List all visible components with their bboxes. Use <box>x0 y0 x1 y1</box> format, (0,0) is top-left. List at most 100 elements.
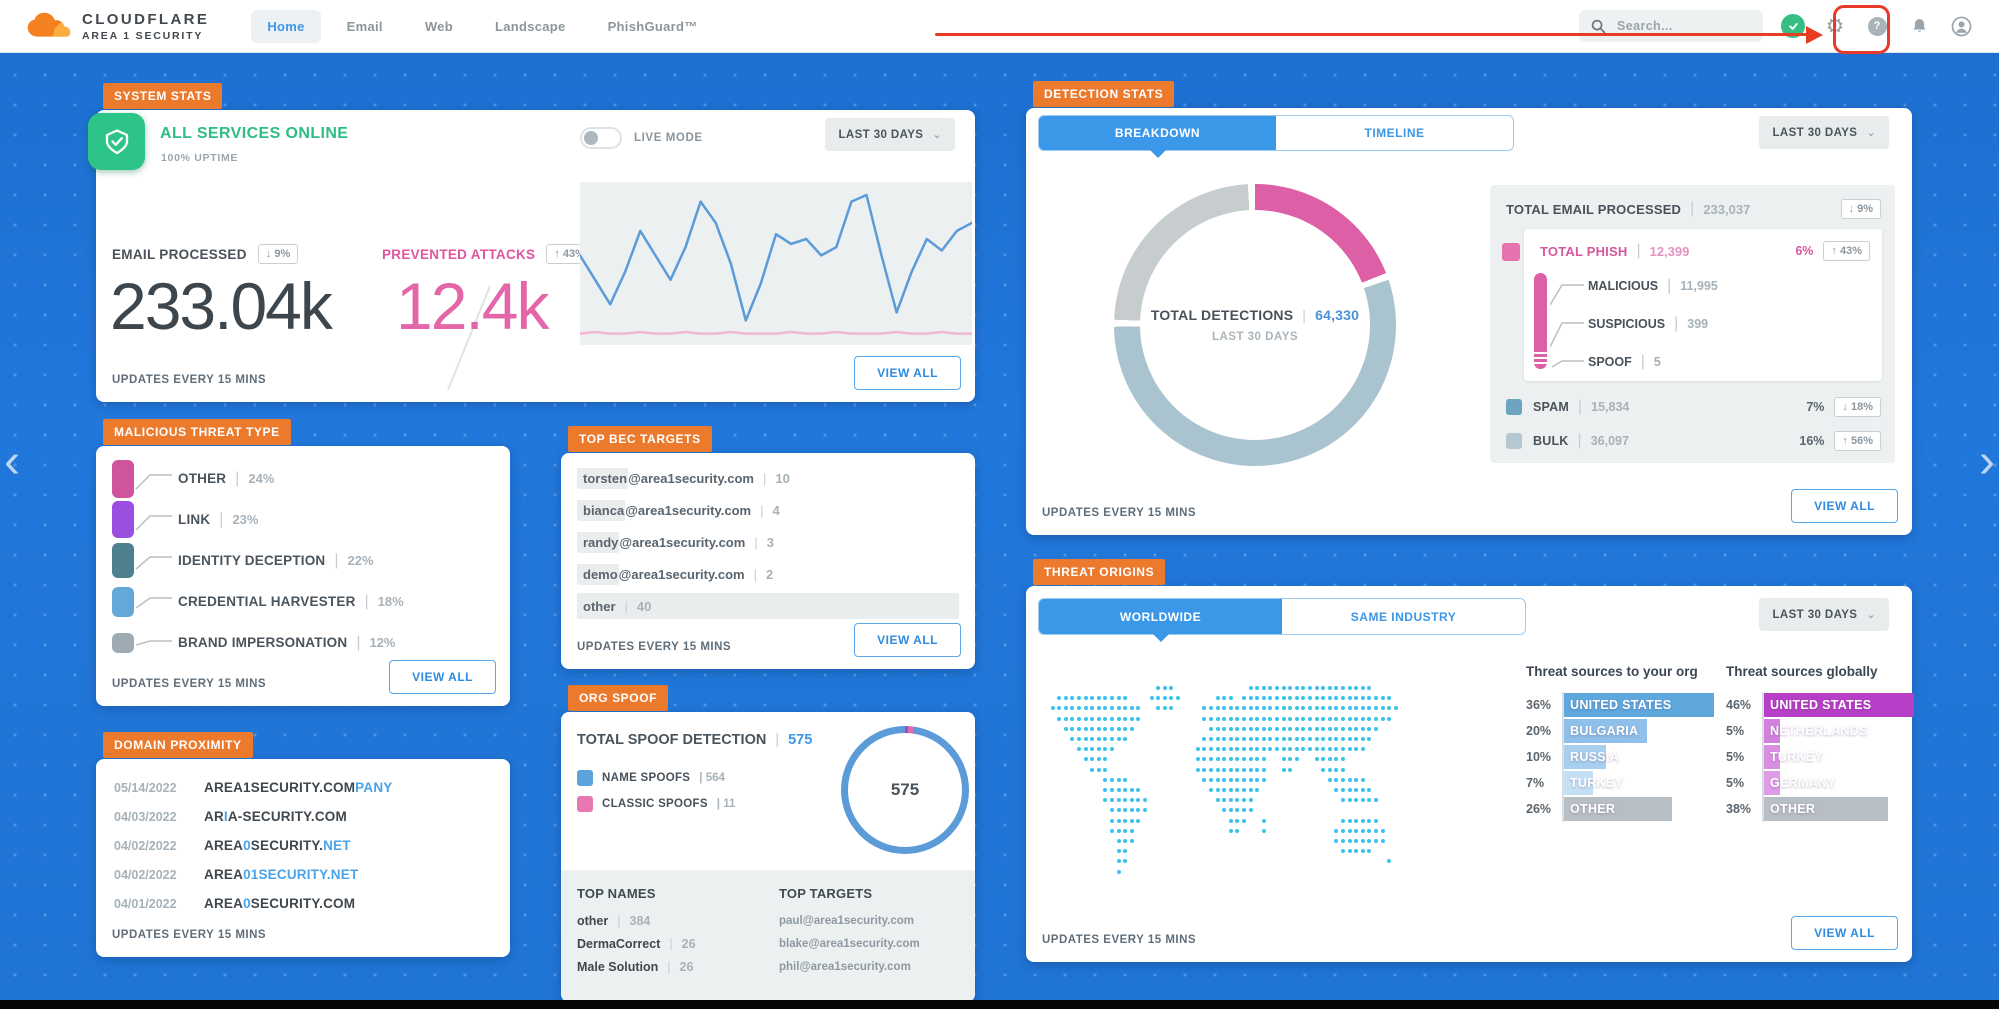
legend-row[interactable]: IDENTITY DECEPTION | 22% <box>112 540 404 581</box>
prevented-attacks-value: 12.4k <box>396 269 549 343</box>
country-bar-row[interactable]: 7% TURKEY <box>1526 770 1714 796</box>
view-all-button[interactable]: VIEW ALL <box>854 356 961 390</box>
legend-row: CLASSIC SPOOFS | 11 <box>577 796 735 812</box>
country-bar-row[interactable]: 5% GERMANY <box>1726 770 1914 796</box>
nav-item-home[interactable]: Home <box>251 9 321 43</box>
nav-item-landscape[interactable]: Landscape <box>494 18 566 34</box>
period-dropdown[interactable]: LAST 30 DAYS ⌄ <box>1759 116 1889 149</box>
bulk-row[interactable]: BULK | 36,097 16% ↑ 56% <box>1506 431 1881 451</box>
legend-label: OTHER <box>178 471 227 486</box>
legend-label: BRAND IMPERSONATION <box>178 635 348 650</box>
search-input[interactable] <box>1615 18 1743 34</box>
phish-bar-hash <box>1534 352 1547 365</box>
threat-origins-card: THREAT ORIGINS WORLDWIDE SAME INDUSTRY L… <box>1026 559 1914 962</box>
top-name-row[interactable]: other | 384 <box>577 913 651 928</box>
bec-target-row[interactable]: randy @area1security.com | 3 <box>577 529 959 555</box>
top-target-row[interactable]: phil@area1security.com <box>779 960 911 973</box>
domain-row[interactable]: 04/02/2022 AREA01SECURITY.NET <box>114 860 392 889</box>
legend-row: NAME SPOOFS | 564 <box>577 770 735 786</box>
domain-row[interactable]: 04/03/2022 ARIA-SECURITY.COM <box>114 802 392 831</box>
system-stats-card: SYSTEM STATS ALL SERVICES ONLINE 100% UP… <box>88 83 975 402</box>
country-bar-row[interactable]: 10% RUSSIA <box>1526 744 1714 770</box>
bec-count: 40 <box>636 598 652 614</box>
phish-sub-row[interactable]: MALICIOUS | 11,995 <box>1588 277 1718 294</box>
tab-breakdown[interactable]: BREAKDOWN <box>1039 116 1276 158</box>
spoof-detail-panel: TOP NAMES other | 384 DermaCorrect | 26 Male… <box>561 870 975 1002</box>
live-mode-toggle[interactable]: LIVE MODE <box>580 127 703 149</box>
country-bar-row[interactable]: 36% UNITED STATES <box>1526 692 1714 718</box>
carousel-next-button[interactable]: › <box>1979 435 1995 488</box>
domain-name: AREA1SECURITY.COMPANY <box>204 780 393 795</box>
email-processed-metric: EMAIL PROCESSED ↓ 9% <box>112 244 299 264</box>
detection-stats-card: DETECTION STATS BREAKDOWN TIMELINE LAST … <box>1026 81 1912 535</box>
period-dropdown[interactable]: LAST 30 DAYS ⌄ <box>1759 598 1889 631</box>
country-bar-row[interactable]: 26% OTHER <box>1526 796 1714 822</box>
tab-worldwide[interactable]: WORLDWIDE <box>1039 599 1282 642</box>
origins-tabs: WORLDWIDE SAME INDUSTRY <box>1038 598 1526 642</box>
nav-item-phishguard[interactable]: PhishGuard™ <box>607 18 698 34</box>
bec-target-row[interactable]: bianca @area1security.com | 4 <box>577 497 959 523</box>
legend-connector <box>135 639 172 646</box>
help-button[interactable]: ? <box>1865 14 1889 38</box>
tab-timeline[interactable]: TIMELINE <box>1364 126 1425 140</box>
detection-tabs: BREAKDOWN TIMELINE <box>1038 115 1514 158</box>
toggle-knob <box>584 131 598 145</box>
domain-name: AREA01SECURITY.NET <box>204 867 359 882</box>
bec-count: 4 <box>772 502 780 518</box>
view-all-button[interactable]: VIEW ALL <box>1791 489 1898 523</box>
bec-target-row[interactable]: torsten @area1security.com | 10 <box>577 465 959 491</box>
legend-row[interactable]: LINK | 23% <box>112 499 404 540</box>
chevron-down-icon: ⌄ <box>1866 127 1876 139</box>
legend-row[interactable]: OTHER | 24% <box>112 458 404 499</box>
total-phish-row[interactable]: TOTAL PHISH | 12,399 6% ↑ 43% <box>1540 241 1870 261</box>
country-bar-row[interactable]: 20% BULGARIA <box>1526 718 1714 744</box>
legend-swatch <box>577 796 593 812</box>
legend-row[interactable]: CREDENTIAL HARVESTER | 18% <box>112 581 404 622</box>
top-target-row[interactable]: paul@area1security.com <box>779 914 915 927</box>
carousel-prev-button[interactable]: ‹ <box>4 435 20 488</box>
phish-connectors <box>1550 284 1584 368</box>
view-all-button[interactable]: VIEW ALL <box>389 660 496 694</box>
country-bar-row[interactable]: 38% OTHER <box>1726 796 1914 822</box>
legend-row[interactable]: BRAND IMPERSONATION | 12% <box>112 622 404 663</box>
delta-badge: ↓ 9% <box>1840 199 1881 219</box>
country-bar-row[interactable]: 5% TURKEY <box>1726 744 1914 770</box>
view-all-button[interactable]: VIEW ALL <box>1791 916 1898 950</box>
bec-target-row[interactable]: demo @area1security.com | 2 <box>577 561 959 587</box>
tab-same-industry[interactable]: SAME INDUSTRY <box>1350 609 1457 624</box>
annotation-arrow-head <box>1806 26 1823 44</box>
bec-target-row[interactable]: other | 40 <box>577 593 959 619</box>
top-name-row[interactable]: DermaCorrect | 26 <box>577 936 696 951</box>
view-all-button[interactable]: VIEW ALL <box>854 623 961 657</box>
domain-row[interactable]: 05/14/2022 AREA1SECURITY.COMPANY <box>114 773 392 802</box>
period-value: LAST 30 DAYS <box>1772 608 1858 621</box>
country-bar-row[interactable]: 46% UNITED STATES <box>1726 692 1914 718</box>
top-target-row[interactable]: blake@area1security.com <box>779 937 920 950</box>
top-name-row[interactable]: Male Solution | 26 <box>577 959 694 974</box>
phish-sub-row[interactable]: SPOOF | 5 <box>1588 353 1661 370</box>
spam-row[interactable]: SPAM | 15,834 7% ↓ 18% <box>1506 397 1881 417</box>
bec-count: 3 <box>766 534 774 550</box>
domain-date: 04/03/2022 <box>114 809 177 824</box>
nav-item-web[interactable]: Web <box>424 18 453 34</box>
country-bar-row[interactable]: 5% NETHERLANDS <box>1726 718 1914 744</box>
world-map <box>1044 686 1424 891</box>
country-bar: BULGARIA <box>1564 719 1647 743</box>
period-dropdown[interactable]: LAST 30 DAYS ⌄ <box>825 118 955 151</box>
user-account-button[interactable] <box>1949 14 1973 38</box>
legend-label: CREDENTIAL HARVESTER <box>178 594 356 609</box>
org-spoof-card: ORG SPOOF TOTAL SPOOF DETECTION | 575 NAM… <box>561 685 975 1002</box>
notifications-button[interactable] <box>1907 14 1931 38</box>
domain-row[interactable]: 04/01/2022 AREA0SECURITY.COM <box>114 889 392 918</box>
toggle-switch[interactable] <box>580 127 622 149</box>
domain-row[interactable]: 04/02/2022 AREA0SECURITY.NET <box>114 831 392 860</box>
country-bar: NETHERLANDS <box>1764 719 1867 743</box>
delta-badge: ↑ 43% <box>1823 241 1870 261</box>
country-bar: OTHER <box>1564 797 1672 821</box>
spoof-total: 575 <box>788 732 813 748</box>
bottom-letterbox-bar <box>0 1000 1999 1009</box>
legend-swatch <box>112 459 134 498</box>
phish-sub-row[interactable]: SUSPICIOUS | 399 <box>1588 315 1709 332</box>
brand-logo[interactable]: CLOUDFLARE AREA 1 SECURITY <box>26 11 209 42</box>
nav-item-email[interactable]: Email <box>346 18 383 34</box>
